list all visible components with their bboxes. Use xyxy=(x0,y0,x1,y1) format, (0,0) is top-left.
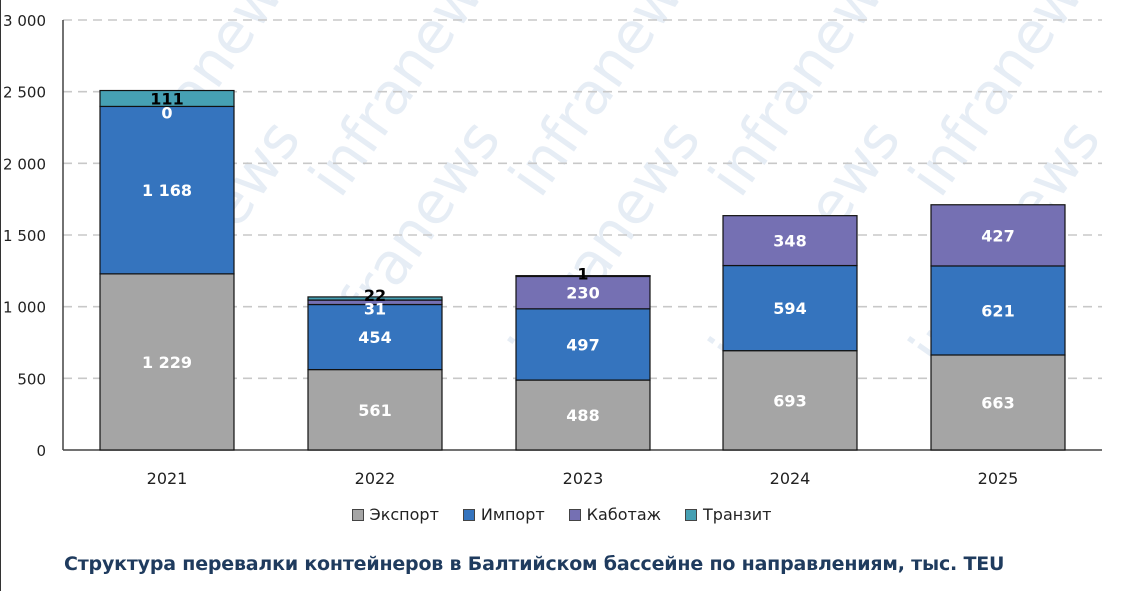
bars xyxy=(99,89,1066,451)
legend-swatch-transit xyxy=(685,508,698,521)
y-tick-label: 2 500 xyxy=(3,84,46,102)
legend-swatch-import xyxy=(462,508,475,521)
bar-segment-2025-2[interactable] xyxy=(930,204,1066,267)
y-tick-label: 1 500 xyxy=(3,227,46,245)
data-label: 663 xyxy=(981,393,1014,412)
bar-segment-2021-3[interactable] xyxy=(99,89,235,108)
bar-segment-2022-3[interactable] xyxy=(307,296,443,301)
bar-segment-2022-1[interactable] xyxy=(307,303,443,371)
data-label: 348 xyxy=(773,232,806,251)
legend-item-import[interactable]: Импорт xyxy=(462,505,545,524)
legend-swatch-export xyxy=(351,508,364,521)
data-label: 594 xyxy=(773,299,806,318)
bar-segment-2022-0[interactable] xyxy=(307,368,443,451)
legend-label: Импорт xyxy=(480,505,545,524)
data-label: 31 xyxy=(364,299,386,318)
data-label: 488 xyxy=(566,406,599,425)
data-label: 22 xyxy=(364,286,386,305)
y-tick-label: 1 000 xyxy=(3,299,46,317)
y-tick-label: 2 000 xyxy=(3,155,46,173)
data-label: 1 168 xyxy=(142,181,192,200)
x-tick-label: 2021 xyxy=(147,469,188,488)
data-label: 454 xyxy=(358,328,391,347)
x-tick-label: 2023 xyxy=(563,469,604,488)
bar-segment-2023-0[interactable] xyxy=(515,379,651,451)
bar-segment-2023-3[interactable] xyxy=(515,275,651,278)
gridlines xyxy=(63,19,1102,380)
bar-segment-2021-0[interactable] xyxy=(99,273,235,451)
data-label: 693 xyxy=(773,391,806,410)
data-label: 1 xyxy=(577,265,588,284)
bar-segment-2023-1[interactable] xyxy=(515,308,651,381)
x-tick-label: 2025 xyxy=(978,469,1019,488)
bar-segment-2024-1[interactable] xyxy=(722,264,858,352)
chart-caption: Структура перевалки контейнеров в Балтий… xyxy=(64,553,1005,575)
data-label: 111 xyxy=(150,90,183,109)
legend-label: Транзит xyxy=(703,505,772,524)
bar-segment-2025-1[interactable] xyxy=(930,265,1066,356)
legend-swatch-cabotage xyxy=(568,508,581,521)
legend-item-cabotage[interactable]: Каботаж xyxy=(568,505,662,524)
legend-item-export[interactable]: Экспорт xyxy=(351,505,439,524)
legend-item-transit[interactable]: Транзит xyxy=(685,505,771,524)
data-label: 0 xyxy=(161,103,172,122)
bar-segment-2025-0[interactable] xyxy=(930,354,1066,451)
data-label: 497 xyxy=(566,335,599,354)
x-tick-label: 2022 xyxy=(355,469,396,488)
bar-segment-2024-2[interactable] xyxy=(722,215,858,267)
y-tick-label: 500 xyxy=(17,370,46,388)
data-label: 621 xyxy=(981,301,1014,320)
bar-segment-2021-1[interactable] xyxy=(99,105,235,275)
legend-label: Каботаж xyxy=(586,505,662,524)
bar-segment-2024-0[interactable] xyxy=(722,350,858,451)
data-label: 561 xyxy=(358,401,391,420)
legend: Экспорт Импорт Каботаж Транзит xyxy=(0,505,1123,524)
data-label: 427 xyxy=(981,226,1014,245)
y-tick-label: 0 xyxy=(36,442,46,460)
x-tick-label: 2024 xyxy=(770,469,811,488)
legend-label: Экспорт xyxy=(369,505,439,524)
axes: 0 500 1 000 1 500 2 000 2 500 3 000 2021 2022 202… xyxy=(3,12,1102,488)
bar-segment-2023-2[interactable] xyxy=(515,275,651,310)
stacked-bar-chart: infranewsinfranewsinfranewsinfranewsinfr… xyxy=(3,0,1114,488)
data-label: 230 xyxy=(566,283,599,302)
data-label: 1 229 xyxy=(142,353,192,372)
y-tick-label: 3 000 xyxy=(3,12,46,30)
